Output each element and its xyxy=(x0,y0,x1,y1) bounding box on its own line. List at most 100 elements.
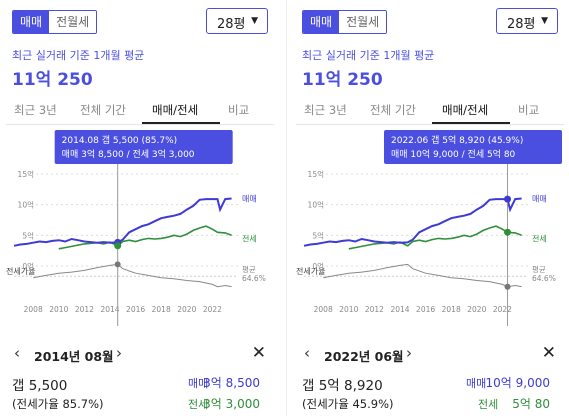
size-select-value: 28평 xyxy=(217,17,246,32)
x-tick-label: 2022 xyxy=(203,305,222,314)
prev-month-arrow-icon[interactable]: ‹ xyxy=(14,344,20,362)
active-tab-indicator xyxy=(432,122,510,124)
ratio-axis-label: 전세가율 xyxy=(6,266,35,276)
size-select[interactable]: 28평 ▼ xyxy=(496,8,558,34)
ratio-average-label: 평균 xyxy=(532,264,546,274)
jeonse-ratio-line xyxy=(33,263,232,288)
sale-legend-label: 매매 xyxy=(242,195,257,204)
y-tick-label: 5억 xyxy=(22,231,34,240)
ratio-average-value: 64.6% xyxy=(242,274,266,283)
jeonse-price-label: 전세 xyxy=(478,398,499,411)
ratio-marker xyxy=(504,283,511,290)
y-tick-label: 10억 xyxy=(18,201,34,210)
average-price: 11억 250 xyxy=(12,70,93,90)
tab-compare[interactable]: 비교 xyxy=(518,103,540,117)
x-tick-label: 2012 xyxy=(365,305,384,314)
close-icon[interactable]: ✕ xyxy=(251,343,266,363)
sale-price-label: 매매 xyxy=(188,377,209,390)
apartment-price-panel-right: 매매 전월세 28평 ▼ 최근 실거래 기준 1개월 평균 11억 250 최근… xyxy=(296,0,564,416)
sale-price-label: 매매 xyxy=(466,377,487,390)
selected-date: 2022년 06월 xyxy=(324,349,404,364)
gap-value: 갭 5억 8,920 xyxy=(302,378,383,394)
jeonse-ratio-value: (전세가율 45.9%) xyxy=(302,397,394,411)
caret-down-icon: ▼ xyxy=(251,16,258,26)
jeonse-marker xyxy=(114,242,122,250)
sale-price-value: 10억 9,000 xyxy=(485,376,550,390)
trade-type-toggle: 매매 전월세 xyxy=(12,10,98,34)
y-tick-label: 5억 xyxy=(312,231,324,240)
jeonse-price-value: 5억 80 xyxy=(512,397,550,411)
jeonse-ratio-value: (전세가율 85.7%) xyxy=(12,397,104,411)
sale-price-line xyxy=(13,197,232,247)
gap-value: 갭 5,500 xyxy=(12,378,68,394)
jeonse-ratio-line xyxy=(323,263,522,288)
trade-type-sale[interactable]: 매매 xyxy=(303,11,340,33)
x-tick-label: 2018 xyxy=(152,305,171,314)
tab-compare[interactable]: 비교 xyxy=(228,103,250,117)
tab-recent-3y[interactable]: 최근 3년 xyxy=(14,103,57,117)
tab-sale-jeonse[interactable]: 매매/전세 xyxy=(442,103,489,117)
x-tick-label: 2014 xyxy=(390,305,409,314)
ratio-average-value: 64.6% xyxy=(532,274,556,283)
trade-type-rent[interactable]: 전월세 xyxy=(339,11,387,33)
sale-marker xyxy=(504,195,512,203)
x-tick-label: 2016 xyxy=(126,305,145,314)
x-tick-label: 2010 xyxy=(339,305,358,314)
jeonse-price-line xyxy=(58,225,232,250)
tab-recent-3y[interactable]: 최근 3년 xyxy=(304,103,347,117)
average-label: 최근 실거래 기준 1개월 평균 xyxy=(302,49,435,62)
x-tick-label: 2020 xyxy=(177,305,196,314)
ratio-average-label: 평균 xyxy=(242,264,256,274)
sale-price-line xyxy=(303,197,522,247)
y-tick-label: 15억 xyxy=(18,170,34,179)
y-tick-label: 0억 xyxy=(312,262,324,271)
jeonse-legend-label: 전세 xyxy=(532,233,547,243)
jeonse-legend-label: 전세 xyxy=(242,233,257,243)
x-tick-label: 2022 xyxy=(493,305,512,314)
size-select-value: 28평 xyxy=(507,17,536,32)
average-price: 11억 250 xyxy=(302,70,383,90)
next-month-arrow-icon[interactable]: › xyxy=(116,344,122,362)
trade-type-toggle: 매매 전월세 xyxy=(302,10,388,34)
x-tick-label: 2014 xyxy=(100,305,119,314)
active-tab-indicator xyxy=(142,122,220,124)
date-navigator: ‹ 2014년 08월 › ✕ xyxy=(6,340,274,366)
prev-month-arrow-icon[interactable]: ‹ xyxy=(304,344,310,362)
x-tick-label: 2018 xyxy=(442,305,461,314)
close-icon[interactable]: ✕ xyxy=(541,343,556,363)
y-tick-label: 0억 xyxy=(22,262,34,271)
trade-type-sale[interactable]: 매매 xyxy=(13,11,50,33)
date-navigator: ‹ 2022년 06월 › ✕ xyxy=(296,340,564,366)
size-select[interactable]: 28평 ▼ xyxy=(206,8,268,34)
jeonse-price-label: 전세 xyxy=(188,398,209,411)
sale-legend-label: 매매 xyxy=(532,195,547,204)
period-tabs: 최근 3년 전체 기간 매매/전세 비교 xyxy=(6,98,274,125)
y-tick-label: 15억 xyxy=(308,170,324,179)
caret-down-icon: ▼ xyxy=(541,16,548,26)
tooltip-price-text: 매매 10억 9,000 / 전세 5억 80 xyxy=(391,148,516,160)
average-label: 최근 실거래 기준 1개월 평균 xyxy=(12,49,145,62)
ratio-marker xyxy=(114,261,121,268)
x-tick-label: 2010 xyxy=(49,305,68,314)
tooltip-gap-text: 2014.08 갭 5,500 (85.7%) xyxy=(62,134,177,146)
ratio-axis-label: 전세가율 xyxy=(296,266,325,276)
sale-price-value: 3억 8,500 xyxy=(203,376,260,390)
x-tick-label: 2016 xyxy=(416,305,435,314)
jeonse-price-line xyxy=(348,225,522,250)
apartment-price-panel-left: 매매 전월세 28평 ▼ 최근 실거래 기준 1개월 평균 11억 250 최근… xyxy=(6,0,274,416)
tooltip-box xyxy=(384,130,562,164)
x-tick-label: 2020 xyxy=(467,305,486,314)
period-tabs: 최근 3년 전체 기간 매매/전세 비교 xyxy=(296,98,564,125)
jeonse-marker xyxy=(504,228,512,236)
panel-divider xyxy=(286,0,287,416)
x-tick-label: 2008 xyxy=(314,305,333,314)
next-month-arrow-icon[interactable]: › xyxy=(406,344,412,362)
tab-all-period[interactable]: 전체 기간 xyxy=(80,103,126,117)
tab-sale-jeonse[interactable]: 매매/전세 xyxy=(152,103,199,117)
selected-date: 2014년 08월 xyxy=(34,349,114,364)
trade-type-rent[interactable]: 전월세 xyxy=(49,11,97,33)
tab-all-period[interactable]: 전체 기간 xyxy=(370,103,416,117)
tooltip-price-text: 매매 3억 8,500 / 전세 3억 3,000 xyxy=(62,148,195,160)
